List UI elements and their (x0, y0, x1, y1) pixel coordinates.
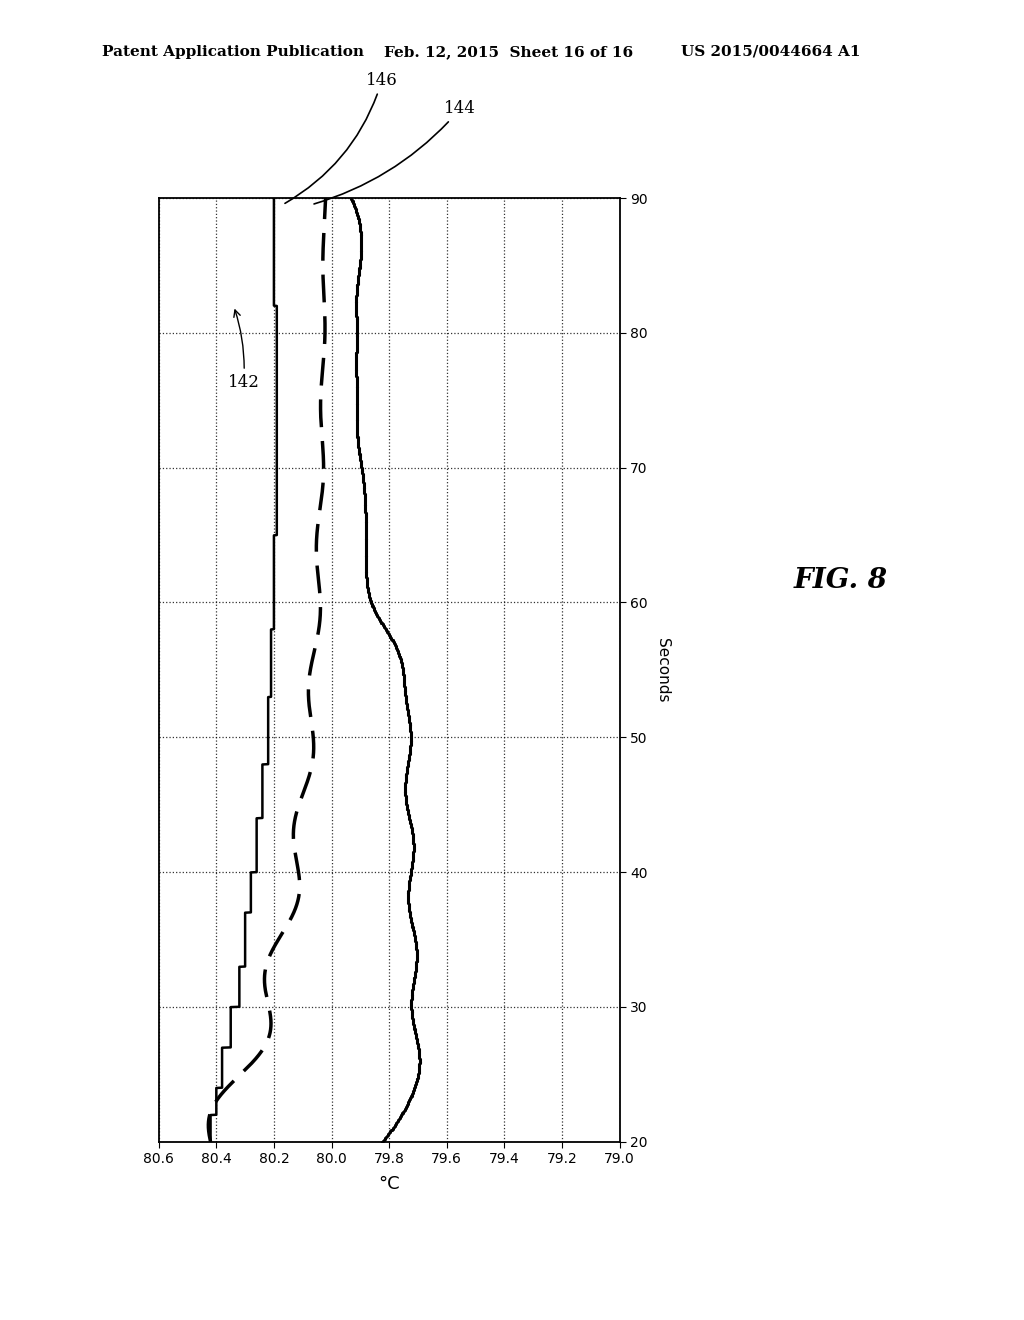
Text: 142: 142 (227, 310, 260, 391)
Text: Patent Application Publication: Patent Application Publication (102, 45, 365, 59)
Text: FIG. 8: FIG. 8 (794, 568, 888, 594)
Text: US 2015/0044664 A1: US 2015/0044664 A1 (681, 45, 860, 59)
X-axis label: °C: °C (378, 1175, 400, 1192)
Text: Feb. 12, 2015  Sheet 16 of 16: Feb. 12, 2015 Sheet 16 of 16 (384, 45, 633, 59)
Text: 144: 144 (314, 100, 476, 205)
Y-axis label: Seconds: Seconds (654, 638, 670, 702)
Text: 146: 146 (285, 71, 398, 203)
